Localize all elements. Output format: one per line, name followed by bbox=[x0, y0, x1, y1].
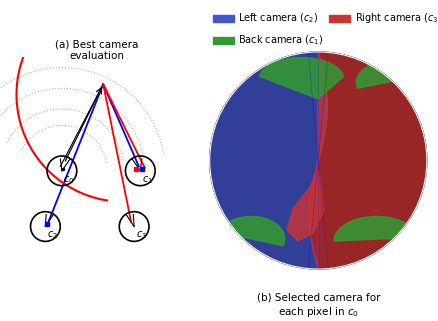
Polygon shape bbox=[356, 62, 417, 88]
Text: Right camera ($c_3$): Right camera ($c_3$) bbox=[354, 12, 438, 25]
Text: $c_0$: $c_0$ bbox=[64, 174, 74, 186]
Text: $c_3$: $c_3$ bbox=[135, 230, 146, 241]
Polygon shape bbox=[333, 216, 417, 241]
Text: Left camera ($c_2$): Left camera ($c_2$) bbox=[237, 12, 318, 25]
Polygon shape bbox=[286, 169, 323, 241]
Circle shape bbox=[209, 52, 426, 269]
Text: $c_2$: $c_2$ bbox=[47, 230, 58, 241]
Bar bbox=[212, 15, 233, 22]
Text: (a) Best camera
evaluation: (a) Best camera evaluation bbox=[55, 40, 138, 61]
Bar bbox=[212, 37, 233, 44]
Text: (b) Selected camera for
each pixel in $c_0$: (b) Selected camera for each pixel in $c… bbox=[256, 293, 379, 319]
Text: Back camera ($c_1$): Back camera ($c_1$) bbox=[237, 33, 323, 47]
Polygon shape bbox=[259, 57, 343, 99]
Text: $c_1$: $c_1$ bbox=[141, 174, 152, 186]
Bar bbox=[328, 15, 349, 22]
Polygon shape bbox=[219, 216, 284, 246]
Polygon shape bbox=[209, 52, 326, 269]
Polygon shape bbox=[309, 52, 426, 269]
